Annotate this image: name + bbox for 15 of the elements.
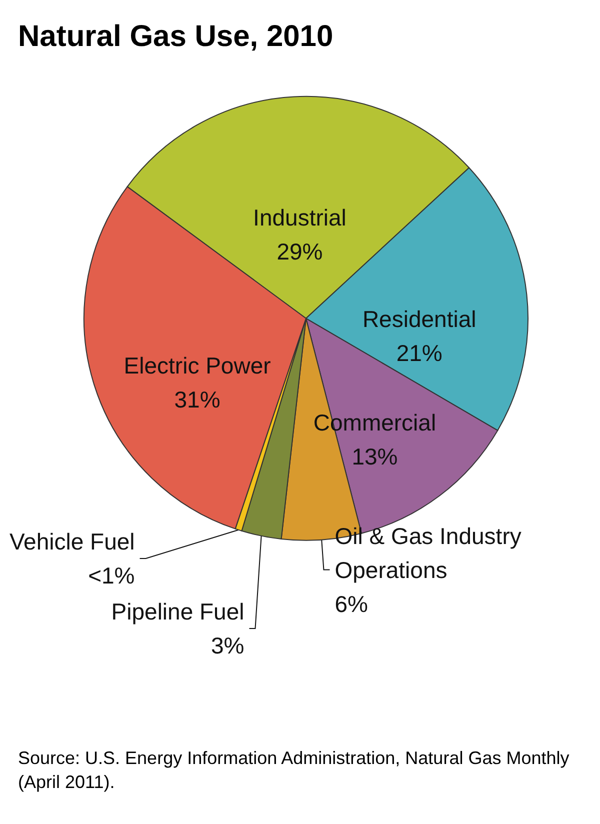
data-label: 6% xyxy=(334,590,368,617)
slice-label: Pipeline Fuel xyxy=(111,598,244,624)
slice-label: Vehicle Fuel xyxy=(9,528,135,554)
slice-label: Residential xyxy=(362,306,476,332)
data-label: 13% xyxy=(352,443,398,470)
slice-label: Oil & Gas Industry Operations xyxy=(334,522,522,583)
data-label: 3% xyxy=(211,632,244,658)
slice-label: Electric Power xyxy=(124,352,272,379)
data-label: 31% xyxy=(174,386,220,413)
slice-label: Industrial xyxy=(253,204,346,231)
data-label: 21% xyxy=(396,340,442,366)
data-label: 29% xyxy=(276,238,323,265)
data-label: <1% xyxy=(88,562,135,588)
source-note: Source: U.S. Energy Information Administration, Natural Gas Monthly (April 2011). xyxy=(18,747,570,794)
chart-title: Natural Gas Use, 2010 xyxy=(18,20,334,54)
